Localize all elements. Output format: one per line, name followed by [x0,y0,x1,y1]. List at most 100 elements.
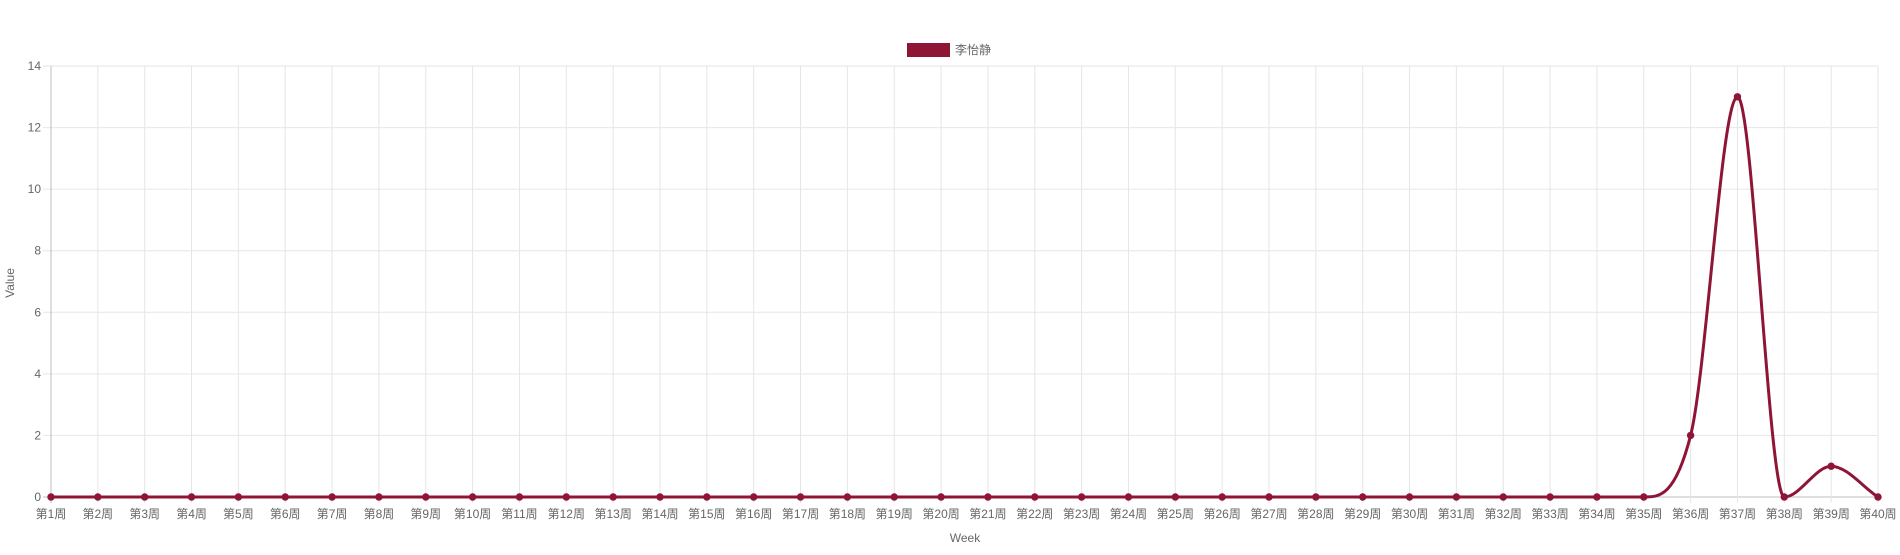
x-tick-label: 第2周 [83,507,114,521]
x-tick-label: 第10周 [454,507,491,521]
data-point [703,493,711,501]
data-point [1171,493,1180,501]
x-tick-label: 第21周 [969,507,1006,521]
data-point [1358,493,1367,501]
data-point [609,493,617,501]
y-tick-label: 8 [34,244,41,258]
data-point [656,493,664,501]
data-point [1733,93,1742,101]
x-tick-label: 第1周 [36,507,67,521]
x-tick-label: 第18周 [829,507,866,521]
y-tick-label: 2 [34,428,41,442]
x-tick-label: 第31周 [1438,507,1475,521]
data-point [937,493,945,501]
data-point [468,493,477,501]
y-tick-label: 14 [28,59,42,73]
legend-label: 李怡静 [955,42,991,57]
data-point [984,493,992,501]
x-tick-label: 第34周 [1578,507,1615,521]
data-point [140,493,149,501]
x-tick-label: 第28周 [1297,507,1334,521]
y-axis-label: Value [3,268,17,298]
legend[interactable]: 李怡静 [907,42,991,57]
x-tick-label: 第8周 [364,507,395,521]
data-point [1265,493,1273,501]
data-point [1312,493,1320,501]
data-point [94,493,102,501]
x-tick-label: 第33周 [1531,507,1568,521]
x-tick-label: 第40周 [1859,507,1896,521]
data-point [890,493,898,501]
data-point [1405,493,1414,501]
grid [43,65,1879,503]
data-point [749,493,758,501]
x-tick-label: 第15周 [688,507,725,521]
x-tick-label: 第36周 [1672,507,1709,521]
x-tick-label: 第17周 [782,507,819,521]
y-tick-label: 0 [34,490,41,504]
x-tick-label: 第38周 [1766,507,1803,521]
data-point [796,493,805,501]
data-point [1031,493,1039,501]
x-tick-label: 第7周 [317,507,348,521]
data-point [234,493,243,501]
y-tick-label: 4 [34,367,41,381]
data-point [1874,493,1882,501]
x-tick-label: 第16周 [735,507,772,521]
x-tick-label: 第11周 [501,507,537,521]
x-tick-label: 第32周 [1485,507,1522,521]
x-tick-label: 第37周 [1719,507,1756,521]
data-point [1686,431,1695,440]
x-tick-label: 第24周 [1110,507,1147,521]
x-axis-ticks: 第1周 第2周 第3周 第4周 第5周 第6周 第7周 第8周 第9周 第10周 第11周 第12周第… [36,507,1897,521]
data-point [1640,493,1648,501]
legend-swatch [907,43,950,57]
x-tick-label: 第23周 [1063,507,1100,521]
data-point [1218,493,1226,501]
data-point [1593,493,1601,501]
x-tick-label: 第9周 [410,507,441,521]
data-point [47,493,55,501]
data-point [422,493,430,501]
x-tick-label: 第3周 [129,507,160,521]
data-point [1546,493,1554,501]
data-point [1499,493,1507,501]
x-tick-label: 第4周 [176,507,207,521]
x-tick-label: 第12周 [548,507,585,521]
data-point [328,493,336,501]
data-point [187,493,196,501]
x-tick-label: 第30周 [1391,507,1428,521]
x-tick-label: 第5周 [223,507,254,521]
data-point [1780,493,1789,501]
data-point [1827,462,1835,470]
x-tick-label: 第6周 [270,507,301,521]
data-point [515,493,524,501]
x-tick-label: 第13周 [594,507,631,521]
data-point [281,493,289,501]
y-tick-label: 6 [34,305,41,319]
x-tick-label: 第22周 [1016,507,1053,521]
data-point [1452,493,1461,501]
x-tick-label: 第25周 [1157,507,1194,521]
data-point [1124,493,1133,501]
data-point [1077,493,1086,501]
x-tick-label: 第26周 [1203,507,1240,521]
x-tick-label: 第20周 [922,507,959,521]
x-axis-label: Week [950,531,981,545]
data-point [562,493,571,501]
y-tick-label: 12 [28,121,42,135]
series-layer [47,93,1882,501]
series-line [51,95,1879,499]
x-tick-label: 第27周 [1250,507,1287,521]
x-tick-label: 第29周 [1344,507,1381,521]
x-tick-label: 第35周 [1625,507,1662,521]
x-tick-label: 第14周 [641,507,678,521]
data-point [375,493,383,501]
data-point [843,493,852,501]
y-axis-ticks: 0 2 4 6 8 10 12 14 [28,59,42,504]
x-tick-label: 第19周 [876,507,913,521]
y-tick-label: 10 [28,182,42,196]
x-tick-label: 第39周 [1812,507,1849,521]
